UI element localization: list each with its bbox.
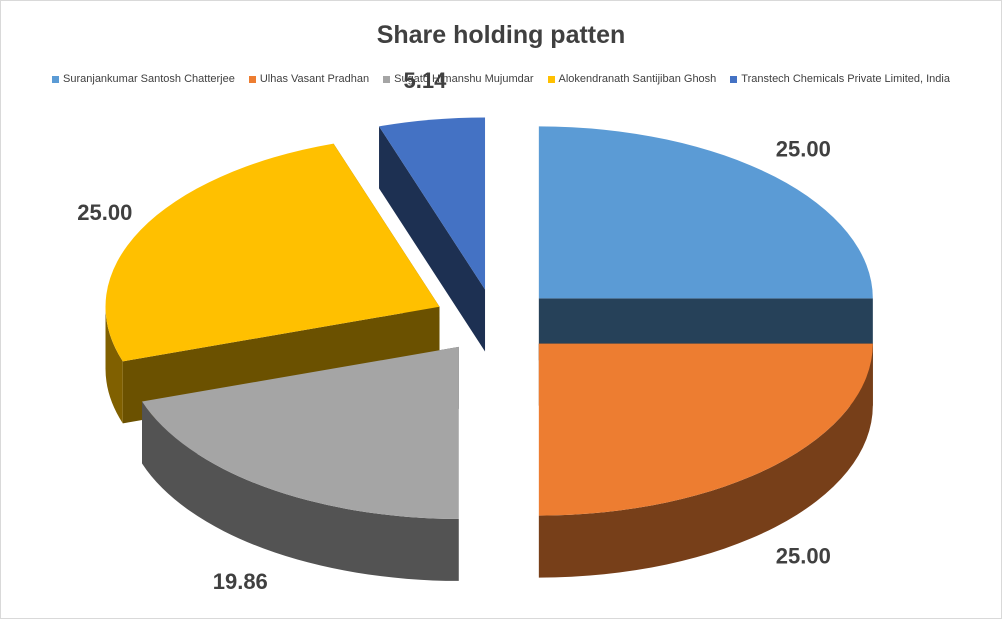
legend-item: Ulhas Vasant Pradhan (248, 73, 370, 85)
legend: Suranjankumar Santosh Chatterjee Ulhas V… (1, 73, 1001, 85)
data-label: 25.00 (77, 200, 132, 225)
pie-slice (379, 117, 486, 290)
pie-slice (142, 346, 459, 519)
legend-item: Transtech Chemicals Private Limited, Ind… (730, 73, 950, 85)
legend-swatch (383, 75, 391, 83)
legend-item: Suranjankumar Santosh Chatterjee (52, 73, 235, 85)
legend-item: Sugato Himanshu Mujumdar (383, 73, 534, 85)
legend-label: Alokendranath Santijiban Ghosh (558, 73, 717, 85)
legend-swatch (52, 75, 60, 83)
legend-swatch (730, 75, 738, 83)
data-label: 5.14 (403, 68, 447, 93)
slice-side (142, 401, 459, 581)
slice-side (379, 126, 486, 352)
data-label: 25.00 (776, 137, 831, 162)
data-label: 19.86 (213, 569, 268, 594)
chart-title: Share holding patten (376, 21, 626, 49)
pie-slice (538, 343, 873, 516)
slice-side (105, 306, 123, 424)
pie-slice (105, 143, 440, 362)
legend-label: Suranjankumar Santosh Chatterjee (63, 73, 235, 85)
legend-swatch (547, 75, 555, 83)
data-label: 25.00 (776, 543, 831, 568)
slice-side (538, 343, 873, 578)
legend-label: Sugato Himanshu Mujumdar (394, 73, 534, 85)
slice-tops (105, 117, 873, 519)
legend-swatch (248, 75, 256, 83)
legend-item: Alokendranath Santijiban Ghosh (547, 73, 717, 85)
legend-label: Transtech Chemicals Private Limited, Ind… (741, 73, 950, 85)
legend-label: Ulhas Vasant Pradhan (259, 73, 370, 85)
pie-slice (538, 126, 873, 299)
data-labels: 25.00 25.00 19.86 25.00 5.14 (77, 68, 831, 594)
